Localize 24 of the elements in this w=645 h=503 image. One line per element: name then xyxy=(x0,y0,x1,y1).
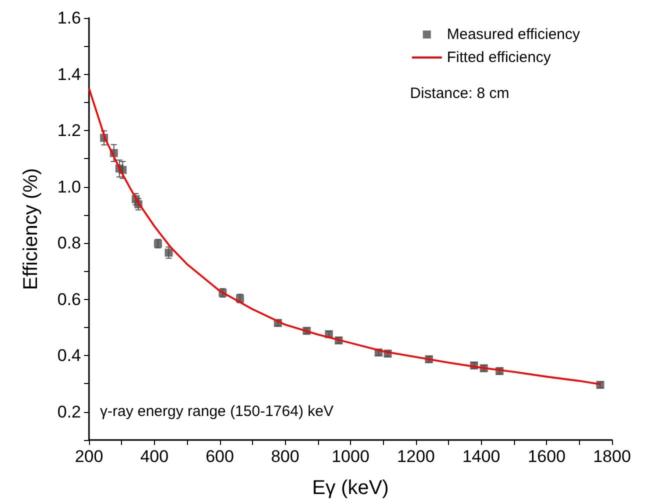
x-tick-label: 1600 xyxy=(528,447,566,466)
y-axis-title: Efficiency (%) xyxy=(20,168,42,290)
x-tick-label: 1200 xyxy=(396,447,435,466)
y-tick-label: 0.2 xyxy=(57,402,81,422)
y-tick-label: 0.4 xyxy=(57,346,81,366)
annotation: Distance: 8 cm xyxy=(410,85,510,102)
legend-label: Fitted efficiency xyxy=(446,49,552,66)
x-tick-label: 600 xyxy=(206,447,234,466)
y-tick-label: 0.8 xyxy=(57,234,81,253)
x-tick-label: 1400 xyxy=(462,447,500,466)
y-tick-label: 1.4 xyxy=(57,64,81,84)
y-tick-label: 1.2 xyxy=(57,121,81,140)
x-axis-title: Eγ (keV) xyxy=(312,477,389,499)
y-tick-label: 1.6 xyxy=(57,8,81,28)
x-tick-label: 1000 xyxy=(332,447,370,466)
x-tick-label: 200 xyxy=(74,447,104,466)
y-tick-label: 1.0 xyxy=(57,177,81,196)
x-tick-label: 1800 xyxy=(593,447,631,466)
x-tick-label: 400 xyxy=(140,447,169,466)
x-tick-label: 800 xyxy=(270,447,300,466)
y-tick-label: 0.6 xyxy=(57,290,81,309)
annotation: γ-ray energy range (150-1764) keV xyxy=(100,403,334,420)
point xyxy=(164,248,173,257)
legend-label: Measured efficiency xyxy=(446,26,580,43)
